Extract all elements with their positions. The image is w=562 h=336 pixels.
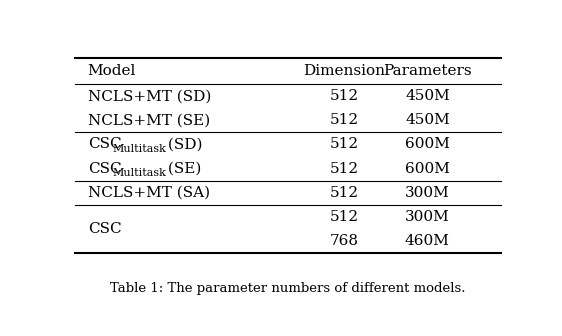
Text: Multitask: Multitask xyxy=(112,143,166,154)
Text: Parameters: Parameters xyxy=(383,65,472,78)
Text: 512: 512 xyxy=(330,137,359,152)
Text: NCLS+MT (SD): NCLS+MT (SD) xyxy=(88,89,211,103)
Text: CSC: CSC xyxy=(88,137,121,152)
Text: CSC: CSC xyxy=(88,162,121,175)
Text: 512: 512 xyxy=(330,162,359,175)
Text: 460M: 460M xyxy=(405,234,450,248)
Text: 450M: 450M xyxy=(405,89,450,103)
Text: CSC: CSC xyxy=(88,222,121,236)
Text: 512: 512 xyxy=(330,185,359,200)
Text: 450M: 450M xyxy=(405,113,450,127)
Text: 600M: 600M xyxy=(405,162,450,175)
Text: 512: 512 xyxy=(330,89,359,103)
Text: (SE): (SE) xyxy=(162,162,201,175)
Text: 512: 512 xyxy=(330,210,359,224)
Text: 512: 512 xyxy=(330,113,359,127)
Text: 600M: 600M xyxy=(405,137,450,152)
Text: 300M: 300M xyxy=(405,210,450,224)
Text: Dimension: Dimension xyxy=(303,65,386,78)
Text: Table 1: The parameter numbers of different models.: Table 1: The parameter numbers of differ… xyxy=(110,282,466,295)
Text: (SD): (SD) xyxy=(162,137,202,152)
Text: NCLS+MT (SA): NCLS+MT (SA) xyxy=(88,185,210,200)
Text: Multitask: Multitask xyxy=(112,168,166,178)
Text: 300M: 300M xyxy=(405,185,450,200)
Text: 768: 768 xyxy=(330,234,359,248)
Text: Model: Model xyxy=(88,65,136,78)
Text: NCLS+MT (SE): NCLS+MT (SE) xyxy=(88,113,210,127)
